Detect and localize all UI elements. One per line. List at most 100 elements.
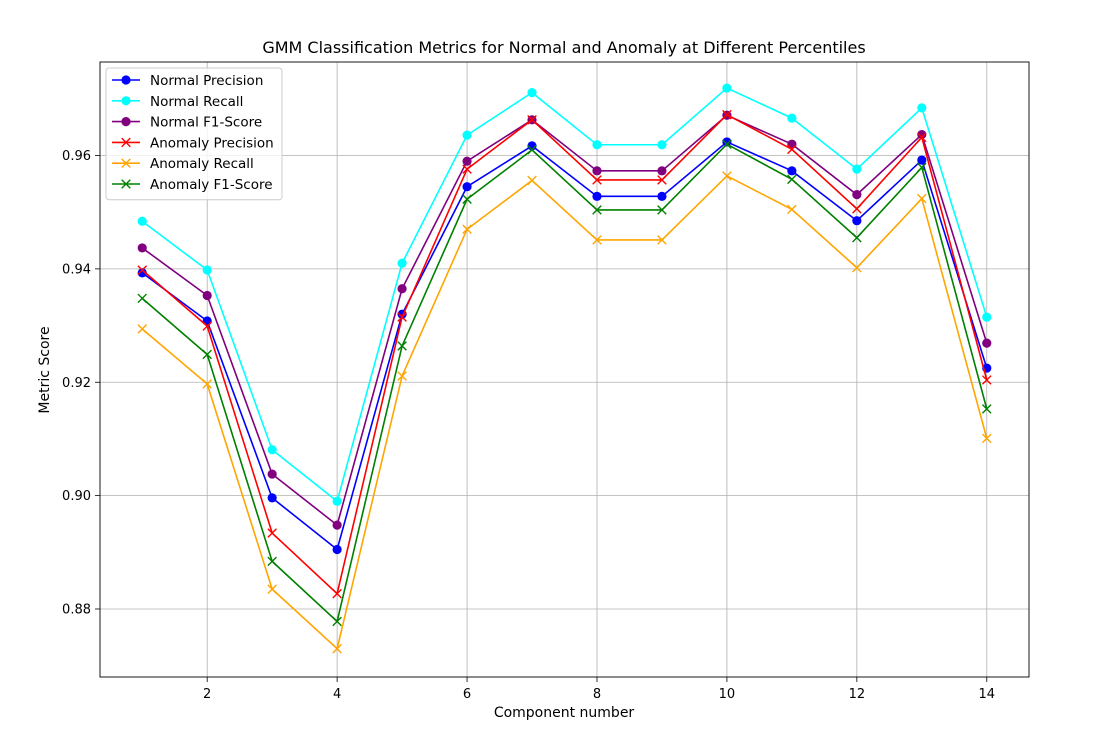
data-point [332, 643, 342, 654]
legend-item: Normal F1-Score [112, 115, 262, 131]
data-point [592, 175, 602, 185]
data-point [722, 137, 732, 147]
data-point [267, 584, 277, 594]
data-point [852, 190, 862, 200]
data-point [332, 520, 342, 530]
data-point [657, 191, 667, 201]
data-point [462, 224, 472, 235]
data-point [332, 544, 342, 555]
data-point [527, 88, 537, 98]
series-anomaly-precision [137, 109, 992, 599]
data-point [657, 235, 667, 245]
data-point [397, 341, 407, 351]
axes-layer: 2 4 6 8 10 12 14 0.88 0.90 0.92 0.94 0.96 [62, 61, 1030, 702]
series-anomaly-recall [137, 171, 992, 654]
series-line [141, 87, 988, 503]
data-point [202, 290, 212, 301]
data-point [202, 265, 212, 275]
data-point [657, 166, 667, 176]
x-tick-label: 12 [849, 687, 866, 702]
data-point [267, 445, 277, 455]
data-point [852, 164, 862, 174]
data-point [267, 528, 277, 538]
data-point [332, 616, 342, 627]
legend-marker [121, 96, 131, 106]
data-point [917, 129, 927, 140]
data-point [462, 130, 472, 140]
plot-frame [99, 61, 1030, 678]
data-point [462, 156, 472, 166]
data-point [462, 164, 472, 174]
data-point [397, 258, 407, 268]
data-point [982, 312, 992, 322]
legend-marker [121, 137, 131, 148]
legend-label: Normal Recall [150, 94, 243, 110]
data-point [917, 103, 927, 113]
data-point [397, 284, 407, 294]
data-point [592, 205, 602, 215]
data-point [917, 193, 927, 204]
legend-item: Anomaly Precision [112, 135, 274, 151]
data-point [722, 139, 732, 149]
legend-label: Anomaly Recall [150, 156, 254, 172]
data-point [332, 588, 342, 599]
data-point [787, 174, 797, 185]
data-point [917, 162, 927, 173]
data-point [137, 324, 148, 334]
data-point [852, 216, 862, 226]
series-layer [137, 83, 992, 654]
data-point [137, 268, 147, 278]
legend-marker [121, 179, 131, 189]
data-point [462, 194, 472, 204]
data-point [981, 433, 992, 444]
x-tick-label: 2 [203, 687, 211, 702]
data-point [137, 243, 147, 253]
data-point [787, 113, 797, 123]
data-point [527, 115, 537, 125]
data-point [981, 404, 992, 414]
series-anomaly-f1-score [137, 139, 992, 627]
legend-label: Normal F1-Score [150, 115, 262, 131]
x-tick-label: 4 [333, 687, 341, 702]
x-tick-label: 6 [463, 687, 471, 702]
data-point [267, 469, 277, 479]
data-point [202, 379, 212, 389]
data-point [657, 175, 667, 185]
y-tick-label: 0.94 [62, 262, 91, 277]
data-point [202, 321, 212, 331]
data-point [137, 216, 147, 226]
legend-marker [121, 117, 131, 127]
data-point [917, 155, 927, 165]
data-point [657, 205, 667, 215]
series-line [141, 140, 988, 551]
data-point [787, 204, 797, 215]
x-axis-label: Component number [494, 705, 635, 721]
legend-item: Normal Recall [112, 94, 243, 110]
data-point [982, 338, 992, 348]
data-point [527, 175, 537, 186]
data-point [592, 166, 602, 176]
data-point [267, 556, 277, 567]
y-tick-label: 0.90 [62, 489, 91, 504]
series-normal-recall [137, 83, 992, 506]
legend-item: Anomaly F1-Score [112, 177, 273, 193]
y-axis-label: Metric Score [37, 326, 53, 413]
series-line [141, 114, 988, 527]
data-point [787, 166, 797, 176]
series-line [141, 143, 988, 623]
legend-box [105, 67, 283, 201]
x-tick-label: 10 [719, 687, 736, 702]
data-point [787, 144, 797, 155]
y-tick-label: 0.92 [62, 376, 91, 391]
data-point [852, 262, 862, 273]
legend: Normal Precision Normal Recall Normal F1-S… [105, 67, 283, 201]
data-point [722, 171, 732, 181]
data-point [527, 145, 537, 155]
data-point [852, 232, 862, 243]
series-line [141, 113, 988, 596]
legend-item: Anomaly Recall [112, 156, 254, 172]
y-tick-label: 0.96 [62, 149, 91, 164]
legend-marker [121, 158, 131, 168]
data-point [137, 293, 148, 304]
